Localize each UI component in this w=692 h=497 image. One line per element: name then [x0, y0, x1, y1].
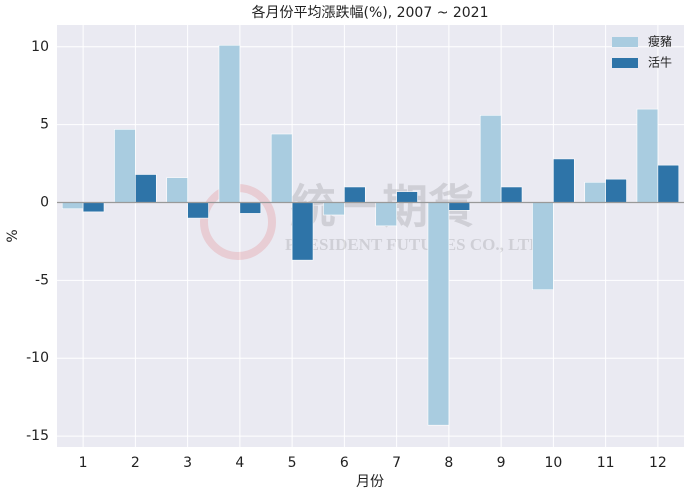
- bar: [166, 177, 188, 203]
- x-tick-label: 1: [79, 455, 88, 471]
- x-tick-label: 10: [544, 455, 562, 471]
- bar: [218, 44, 241, 203]
- bar: [553, 158, 575, 203]
- bar: [605, 178, 627, 203]
- bars: [61, 44, 680, 426]
- plot-area: [57, 25, 684, 447]
- legend-label: 活牛: [648, 55, 672, 70]
- y-tick-label: 5: [40, 117, 49, 133]
- x-tick-label: 7: [392, 455, 401, 471]
- bar: [82, 202, 105, 213]
- bar: [61, 202, 84, 210]
- y-tick-label: -5: [35, 272, 49, 288]
- y-tick-label: -10: [26, 350, 49, 366]
- chart-title: 各月份平均漲跌幅(%), 2007 ~ 2021: [251, 5, 488, 21]
- bar: [187, 202, 209, 219]
- y-tick-label: 10: [31, 39, 49, 55]
- x-tick-label: 8: [444, 455, 453, 471]
- x-tick-label: 4: [235, 455, 244, 471]
- bar: [239, 202, 262, 214]
- legend-swatch: [612, 58, 638, 68]
- x-tick-label: 11: [597, 455, 615, 471]
- x-tick-label: 6: [340, 455, 349, 471]
- bar: [657, 164, 680, 203]
- x-tick-label: 3: [183, 455, 192, 471]
- bar: [636, 108, 659, 203]
- x-tick-label: 5: [288, 455, 297, 471]
- bar: [532, 202, 554, 291]
- y-tick-label: 0: [40, 195, 49, 211]
- bar: [584, 181, 606, 203]
- y-tick-label: -15: [26, 428, 49, 444]
- watermark-text: PRESIDENT FUTURES CO., LTD.: [285, 235, 546, 254]
- bar: [291, 202, 314, 261]
- bar: [270, 133, 293, 203]
- bar: [500, 186, 523, 203]
- bar: [396, 191, 418, 203]
- bar: [427, 202, 450, 426]
- legend-label: 瘦豬: [648, 34, 672, 49]
- bar: [323, 202, 345, 216]
- bar: [479, 115, 502, 203]
- bar: [135, 174, 157, 203]
- bar: [375, 202, 397, 227]
- x-tick-label: 12: [649, 455, 667, 471]
- x-tick-label: 9: [497, 455, 506, 471]
- legend-swatch: [612, 37, 638, 47]
- bar: [344, 186, 366, 203]
- bar: [448, 202, 471, 211]
- bar: [114, 129, 136, 203]
- x-axis-label: 月份: [356, 474, 384, 490]
- x-tick-label: 2: [131, 455, 140, 471]
- y-axis-label: %: [5, 229, 21, 242]
